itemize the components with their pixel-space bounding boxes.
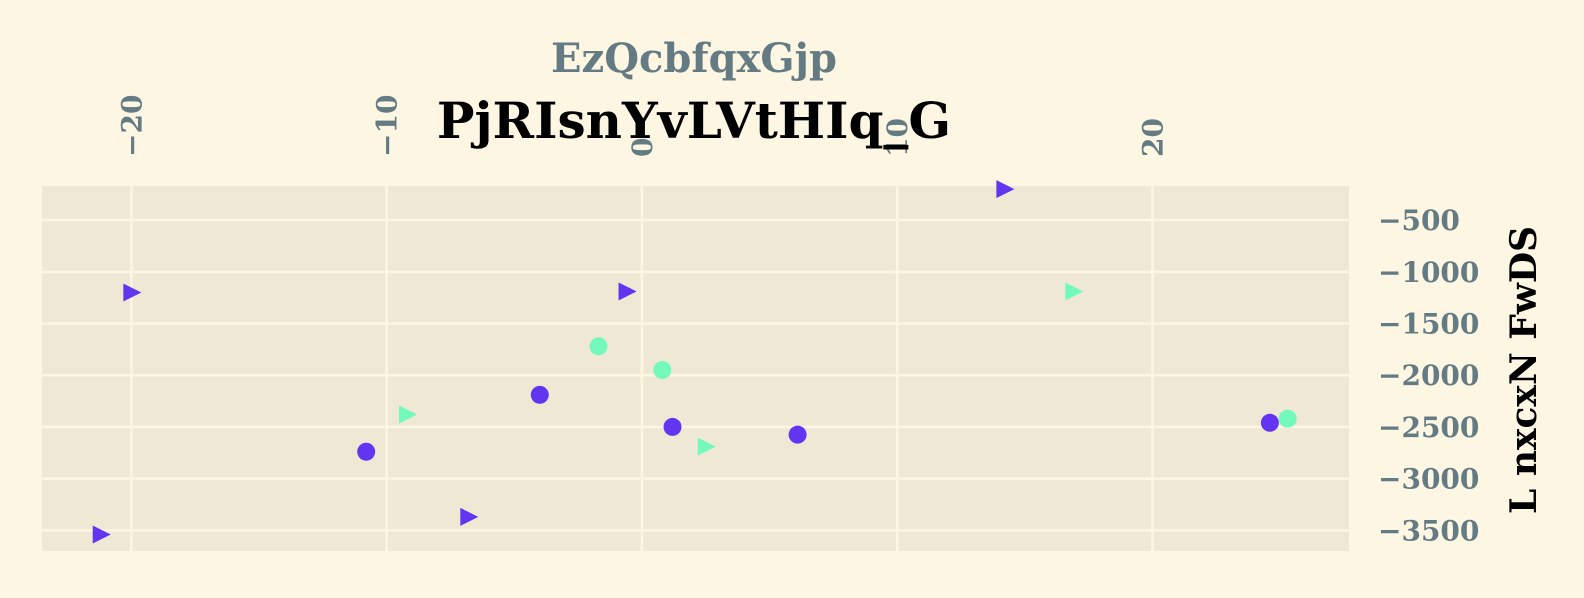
scatter-point-triangle <box>92 525 111 544</box>
x-tick-label: −10 <box>371 95 404 157</box>
y-tick-label: −3000 <box>1378 463 1479 496</box>
scatter-point-circle <box>653 361 672 380</box>
tick-layer: −20 −10 0 10 20 −500 −1000 −1500 −2000 −2500 −3000… <box>115 95 1479 548</box>
x-tick-label: 0 <box>626 138 659 157</box>
marker-layer <box>92 180 1297 544</box>
chart-title: PjRIsnYvLVtHIq_G <box>437 91 951 150</box>
scatter-point-circle <box>788 425 807 444</box>
y-tick-label: −1500 <box>1378 308 1479 341</box>
y-tick-label: −2500 <box>1378 411 1479 444</box>
y-tick-label: −1000 <box>1378 256 1479 289</box>
y-tick-label: −500 <box>1378 204 1460 237</box>
x-tick-label: 20 <box>1136 118 1169 157</box>
scatter-point-triangle <box>123 283 142 302</box>
y-tick-label: −3500 <box>1378 514 1479 547</box>
scatter-point-circle <box>357 442 376 461</box>
x-tick-label: 10 <box>881 118 914 157</box>
y-tick-label: −2000 <box>1378 359 1479 392</box>
scatter-point-circle <box>530 385 549 404</box>
scatter-point-circle <box>663 417 682 436</box>
scatter-point-circle <box>589 337 608 356</box>
scatter-point-triangle <box>618 282 637 301</box>
y-axis-label: L nxcxN FwDS <box>1503 226 1545 514</box>
grid-layer <box>42 186 1349 551</box>
scatter-point-triangle <box>1065 282 1084 301</box>
scatter-point-triangle <box>697 437 716 456</box>
x-tick-label: −20 <box>115 95 148 157</box>
scatter-point-circle <box>1260 413 1279 432</box>
scatter-point-triangle <box>996 180 1015 199</box>
chart-subtitle: EzQcbfqxGjp <box>551 35 837 82</box>
scatter-point-triangle <box>399 405 418 424</box>
plot-area <box>42 186 1349 551</box>
scatter-point-circle <box>1278 409 1297 428</box>
scatter-point-triangle <box>460 507 479 526</box>
